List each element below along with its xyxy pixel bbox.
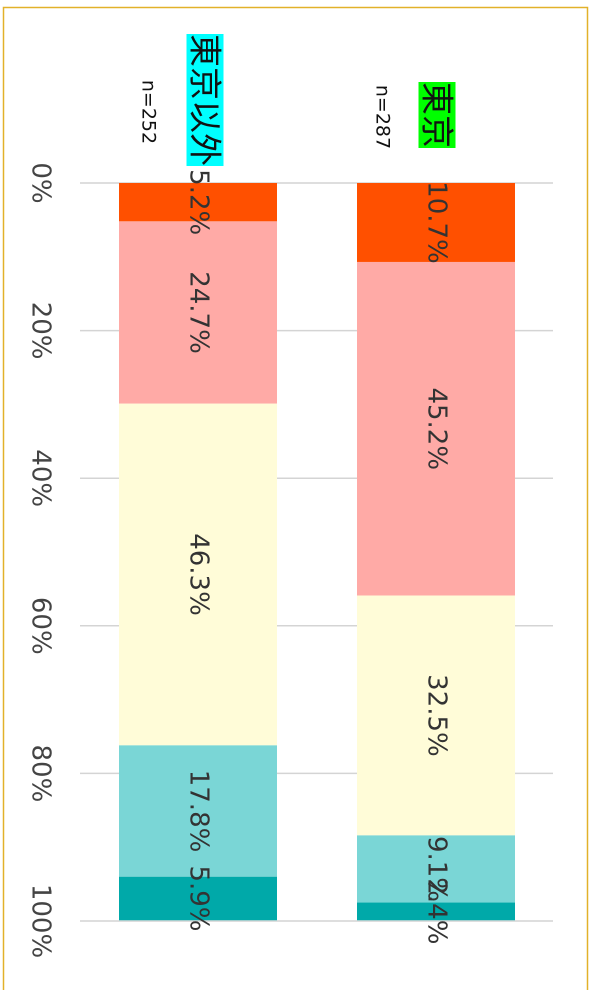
value-label: 2.4% [422,878,452,944]
bar-segment [119,745,277,877]
bar-segment [357,835,515,903]
value-label: 45.2% [422,387,452,470]
category-label: 東京 [418,82,457,148]
value-label: 32.5% [422,674,452,757]
x-tick-label: 20% [26,302,56,360]
x-tick-label: 80% [26,745,56,803]
bar-segment [357,183,515,262]
sample-size: n=287 [372,85,394,149]
value-label: 24.7% [184,271,214,354]
frame [2,6,589,990]
value-label: 5.9% [184,865,214,931]
category-label: 東京以外 [186,34,225,166]
bar-segment [357,595,515,836]
bar-segment [119,221,277,404]
x-tick-label: 100% [26,884,56,958]
category-highlight [418,82,456,148]
x-tick-label: 40% [26,449,56,507]
value-label: 10.7% [422,181,452,264]
bar-segment [119,183,277,222]
sample-size: n=252 [138,80,160,144]
x-tick-label: 60% [26,597,56,655]
value-label: 9.1% [422,836,452,902]
bar-segment [357,261,515,596]
category-highlight [186,34,224,166]
bar-segment [357,902,515,921]
x-tick-label: 0% [26,162,56,203]
bar-segment [119,876,277,921]
value-label: 46.3% [184,533,214,616]
bar-segment [119,403,277,746]
value-label: 17.8% [184,770,214,853]
value-label: 5.2% [184,169,214,235]
